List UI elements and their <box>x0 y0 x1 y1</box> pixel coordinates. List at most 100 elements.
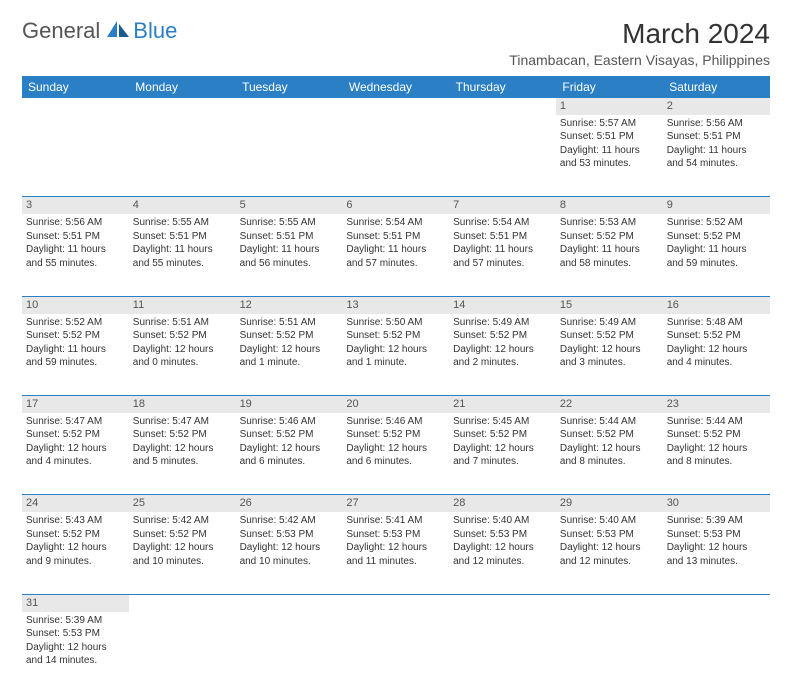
day-cell: Sunrise: 5:51 AMSunset: 5:52 PMDaylight:… <box>236 314 343 396</box>
sunrise-text: Sunrise: 5:54 AM <box>453 216 552 230</box>
daylight-text: and 59 minutes. <box>26 356 125 370</box>
day-cell: Sunrise: 5:43 AMSunset: 5:52 PMDaylight:… <box>22 512 129 594</box>
calendar-header-row: SundayMondayTuesdayWednesdayThursdayFrid… <box>22 76 770 98</box>
day-number-row: 12 <box>22 98 770 115</box>
sunset-text: Sunset: 5:52 PM <box>26 329 125 343</box>
sunrise-text: Sunrise: 5:57 AM <box>560 117 659 131</box>
weekday-header: Thursday <box>449 76 556 98</box>
daylight-text: Daylight: 12 hours <box>133 343 232 357</box>
day-number-cell <box>342 98 449 115</box>
day-cell: Sunrise: 5:40 AMSunset: 5:53 PMDaylight:… <box>556 512 663 594</box>
day-number-cell: 28 <box>449 495 556 512</box>
day-cell: Sunrise: 5:51 AMSunset: 5:52 PMDaylight:… <box>129 314 236 396</box>
sunset-text: Sunset: 5:52 PM <box>560 230 659 244</box>
daylight-text: and 9 minutes. <box>26 555 125 569</box>
page-header: General Blue March 2024 Tinambacan, East… <box>22 18 770 68</box>
day-cell <box>129 115 236 197</box>
day-number-cell: 23 <box>663 396 770 413</box>
day-number-row: 10111213141516 <box>22 296 770 313</box>
daylight-text: and 55 minutes. <box>26 257 125 271</box>
day-number-cell: 17 <box>22 396 129 413</box>
day-cell: Sunrise: 5:49 AMSunset: 5:52 PMDaylight:… <box>449 314 556 396</box>
day-cell: Sunrise: 5:40 AMSunset: 5:53 PMDaylight:… <box>449 512 556 594</box>
sunset-text: Sunset: 5:52 PM <box>667 329 766 343</box>
daylight-text: Daylight: 12 hours <box>240 343 339 357</box>
weekday-header: Saturday <box>663 76 770 98</box>
daylight-text: Daylight: 12 hours <box>667 541 766 555</box>
sunset-text: Sunset: 5:52 PM <box>560 428 659 442</box>
daylight-text: Daylight: 12 hours <box>26 442 125 456</box>
sunrise-text: Sunrise: 5:44 AM <box>560 415 659 429</box>
daylight-text: Daylight: 11 hours <box>667 144 766 158</box>
sunset-text: Sunset: 5:52 PM <box>240 428 339 442</box>
day-number-row: 17181920212223 <box>22 396 770 413</box>
sunrise-text: Sunrise: 5:46 AM <box>240 415 339 429</box>
sunset-text: Sunset: 5:52 PM <box>133 329 232 343</box>
sunset-text: Sunset: 5:51 PM <box>560 130 659 144</box>
day-cell: Sunrise: 5:48 AMSunset: 5:52 PMDaylight:… <box>663 314 770 396</box>
daylight-text: Daylight: 12 hours <box>26 641 125 655</box>
sunrise-text: Sunrise: 5:44 AM <box>667 415 766 429</box>
day-number-cell <box>129 594 236 611</box>
sunrise-text: Sunrise: 5:43 AM <box>26 514 125 528</box>
day-number-cell <box>342 594 449 611</box>
day-cell: Sunrise: 5:46 AMSunset: 5:52 PMDaylight:… <box>342 413 449 495</box>
day-cell <box>556 612 663 694</box>
daylight-text: Daylight: 12 hours <box>560 442 659 456</box>
daylight-text: Daylight: 11 hours <box>453 243 552 257</box>
day-cell: Sunrise: 5:39 AMSunset: 5:53 PMDaylight:… <box>663 512 770 594</box>
day-cell <box>449 115 556 197</box>
sunset-text: Sunset: 5:52 PM <box>26 528 125 542</box>
daylight-text: Daylight: 12 hours <box>667 343 766 357</box>
daylight-text: and 56 minutes. <box>240 257 339 271</box>
daylight-text: and 8 minutes. <box>560 455 659 469</box>
sunrise-text: Sunrise: 5:47 AM <box>26 415 125 429</box>
day-cell: Sunrise: 5:45 AMSunset: 5:52 PMDaylight:… <box>449 413 556 495</box>
weekday-header: Tuesday <box>236 76 343 98</box>
daylight-text: and 6 minutes. <box>346 455 445 469</box>
day-number-cell: 30 <box>663 495 770 512</box>
daylight-text: and 2 minutes. <box>453 356 552 370</box>
day-number-cell: 21 <box>449 396 556 413</box>
sunrise-text: Sunrise: 5:56 AM <box>26 216 125 230</box>
sunrise-text: Sunrise: 5:39 AM <box>26 614 125 628</box>
day-cell <box>22 115 129 197</box>
day-cell <box>449 612 556 694</box>
sunrise-text: Sunrise: 5:52 AM <box>26 316 125 330</box>
daylight-text: Daylight: 12 hours <box>240 442 339 456</box>
sunrise-text: Sunrise: 5:51 AM <box>240 316 339 330</box>
sunrise-text: Sunrise: 5:42 AM <box>133 514 232 528</box>
sunset-text: Sunset: 5:51 PM <box>346 230 445 244</box>
daylight-text: Daylight: 12 hours <box>133 442 232 456</box>
daylight-text: and 0 minutes. <box>133 356 232 370</box>
daylight-text: and 8 minutes. <box>667 455 766 469</box>
sunset-text: Sunset: 5:53 PM <box>26 627 125 641</box>
daylight-text: and 4 minutes. <box>667 356 766 370</box>
sunrise-text: Sunrise: 5:53 AM <box>560 216 659 230</box>
sunset-text: Sunset: 5:52 PM <box>133 428 232 442</box>
daylight-text: and 12 minutes. <box>453 555 552 569</box>
sunrise-text: Sunrise: 5:50 AM <box>346 316 445 330</box>
day-number-cell: 9 <box>663 197 770 214</box>
daylight-text: Daylight: 11 hours <box>560 144 659 158</box>
sunset-text: Sunset: 5:51 PM <box>667 130 766 144</box>
daylight-text: Daylight: 11 hours <box>133 243 232 257</box>
sunrise-text: Sunrise: 5:55 AM <box>133 216 232 230</box>
weekday-header: Monday <box>129 76 236 98</box>
day-number-cell <box>236 98 343 115</box>
day-cell: Sunrise: 5:52 AMSunset: 5:52 PMDaylight:… <box>663 214 770 296</box>
day-number-cell: 29 <box>556 495 663 512</box>
logo-sail-icon <box>105 19 131 44</box>
sunrise-text: Sunrise: 5:45 AM <box>453 415 552 429</box>
weekday-header: Sunday <box>22 76 129 98</box>
sunset-text: Sunset: 5:52 PM <box>240 329 339 343</box>
sunset-text: Sunset: 5:51 PM <box>240 230 339 244</box>
sunset-text: Sunset: 5:51 PM <box>453 230 552 244</box>
sunrise-text: Sunrise: 5:52 AM <box>667 216 766 230</box>
daylight-text: Daylight: 11 hours <box>560 243 659 257</box>
sunrise-text: Sunrise: 5:47 AM <box>133 415 232 429</box>
sunrise-text: Sunrise: 5:51 AM <box>133 316 232 330</box>
location-subtitle: Tinambacan, Eastern Visayas, Philippines <box>509 52 770 68</box>
day-number-cell: 2 <box>663 98 770 115</box>
day-number-cell: 18 <box>129 396 236 413</box>
